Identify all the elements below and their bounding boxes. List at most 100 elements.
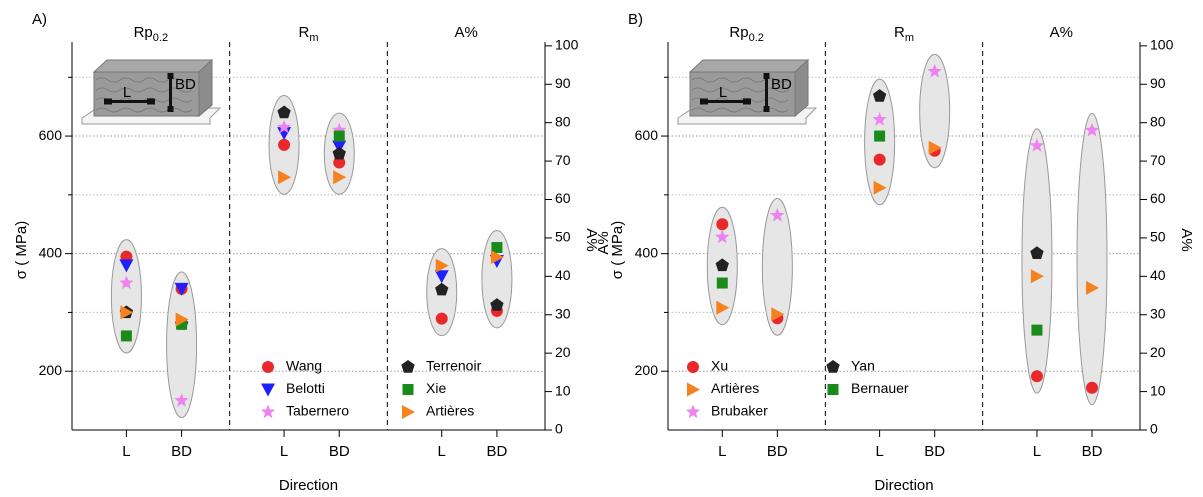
x-tick-label: BD xyxy=(767,443,788,460)
marker xyxy=(1030,269,1044,284)
marker xyxy=(435,282,449,296)
marker xyxy=(927,63,942,78)
marker xyxy=(873,89,887,102)
cluster-highlight xyxy=(919,53,951,169)
inset-label: BD xyxy=(771,76,792,93)
cluster-highlight xyxy=(481,230,513,329)
marker xyxy=(176,318,188,330)
inset-wave xyxy=(691,107,789,113)
inset-top xyxy=(688,59,810,73)
marker xyxy=(1084,122,1100,137)
legend-label: Artières xyxy=(711,380,759,396)
marker xyxy=(174,282,189,296)
x-tick-label: L xyxy=(875,443,883,460)
cluster-highlight xyxy=(110,239,142,354)
marker xyxy=(402,405,415,419)
x-tick-label: L xyxy=(438,443,446,460)
marker xyxy=(402,384,414,395)
marker xyxy=(827,384,839,395)
cluster-highlight xyxy=(864,78,896,206)
panel: A) 200 400 600 0 10 20 30 40 50 60 70 80 90 100 σ ( MPa… xyxy=(13,11,600,494)
marker xyxy=(687,382,700,397)
inset-specimen-h xyxy=(107,100,152,103)
y2-tick-label: 90 xyxy=(1150,75,1166,91)
marker xyxy=(1086,381,1099,394)
panel: B) 200 400 600 0 10 20 30 40 50 60 70 80 90 100 σ ( MPa… xyxy=(595,11,1195,494)
legend-label: Bernauer xyxy=(851,380,909,396)
cluster-highlight xyxy=(761,197,793,336)
inset-grip xyxy=(147,98,155,105)
y2-tick-label: 40 xyxy=(1150,267,1166,283)
inset-grip xyxy=(763,73,770,79)
inset-grip xyxy=(743,98,751,105)
legend-label: Belotti xyxy=(286,380,325,396)
y2-axis-title: A% xyxy=(583,228,600,251)
inset-label: BD xyxy=(175,76,196,93)
marker xyxy=(333,170,347,185)
marker xyxy=(771,307,785,322)
section-label: A% xyxy=(454,24,477,41)
x-tick-label: L xyxy=(718,443,726,460)
marker xyxy=(262,361,274,373)
y-tick-label: 400 xyxy=(635,244,659,260)
y2-tick-label: 20 xyxy=(1150,344,1166,360)
marker xyxy=(434,270,449,284)
inset-wave xyxy=(691,77,789,83)
marker xyxy=(826,360,840,373)
y2-tick-label: 70 xyxy=(1150,152,1166,168)
legend-label: Xie xyxy=(426,380,446,396)
marker xyxy=(1029,138,1045,152)
marker xyxy=(260,404,276,419)
y2-tick-label: 60 xyxy=(1150,190,1166,206)
legend-label: Xu xyxy=(711,358,728,374)
x-axis-title: Direction xyxy=(874,477,933,494)
marker xyxy=(401,360,415,373)
marker xyxy=(928,140,942,155)
marker xyxy=(332,122,347,137)
inset: L BD xyxy=(677,58,818,125)
y2-tick-label: 10 xyxy=(1150,382,1166,398)
section-label-sub: 0.2 xyxy=(153,32,168,44)
marker xyxy=(1030,370,1043,383)
x-tick-label: BD xyxy=(924,443,945,460)
y-tick-label: 600 xyxy=(635,127,659,143)
cluster-highlight xyxy=(166,271,198,419)
marker xyxy=(491,242,503,254)
section-label-main: R xyxy=(298,24,309,41)
panel-label: B) xyxy=(628,11,643,28)
inset-wave xyxy=(95,87,193,93)
clusters xyxy=(110,95,513,419)
marker xyxy=(119,275,134,290)
marker xyxy=(715,258,729,272)
marker xyxy=(873,153,886,166)
marker xyxy=(278,170,292,185)
y2-tick-label: 80 xyxy=(1150,113,1166,129)
marker xyxy=(119,259,134,273)
legend-label: Artières xyxy=(426,403,474,419)
section-label-sub: m xyxy=(905,32,914,44)
cluster-highlight xyxy=(1021,128,1053,394)
section-label-main: A% xyxy=(454,24,477,41)
y2-tick-label: 0 xyxy=(1150,421,1158,437)
marker xyxy=(120,330,132,342)
section-label-main: Rp xyxy=(729,24,748,41)
section-label: Rp0.2 xyxy=(134,24,168,44)
y2-tick-label: 90 xyxy=(555,75,571,91)
marker xyxy=(872,112,887,126)
section-label-sub: 0.2 xyxy=(749,32,764,44)
inset-grip xyxy=(167,73,174,79)
inset-specimen-v xyxy=(169,74,172,112)
section-label: A% xyxy=(1050,24,1073,41)
marker xyxy=(435,258,449,273)
legend-label: Wang xyxy=(286,358,322,374)
y-tick-label: 200 xyxy=(39,362,63,378)
marker xyxy=(1086,280,1099,295)
inset-specimen-v xyxy=(765,74,768,112)
marker xyxy=(715,229,730,244)
section-label: Rp0.2 xyxy=(729,24,763,44)
y2-tick-label: 70 xyxy=(555,152,571,168)
x-tick-label: L xyxy=(280,443,288,460)
section-label-main: R xyxy=(894,24,905,41)
marker xyxy=(490,250,504,265)
